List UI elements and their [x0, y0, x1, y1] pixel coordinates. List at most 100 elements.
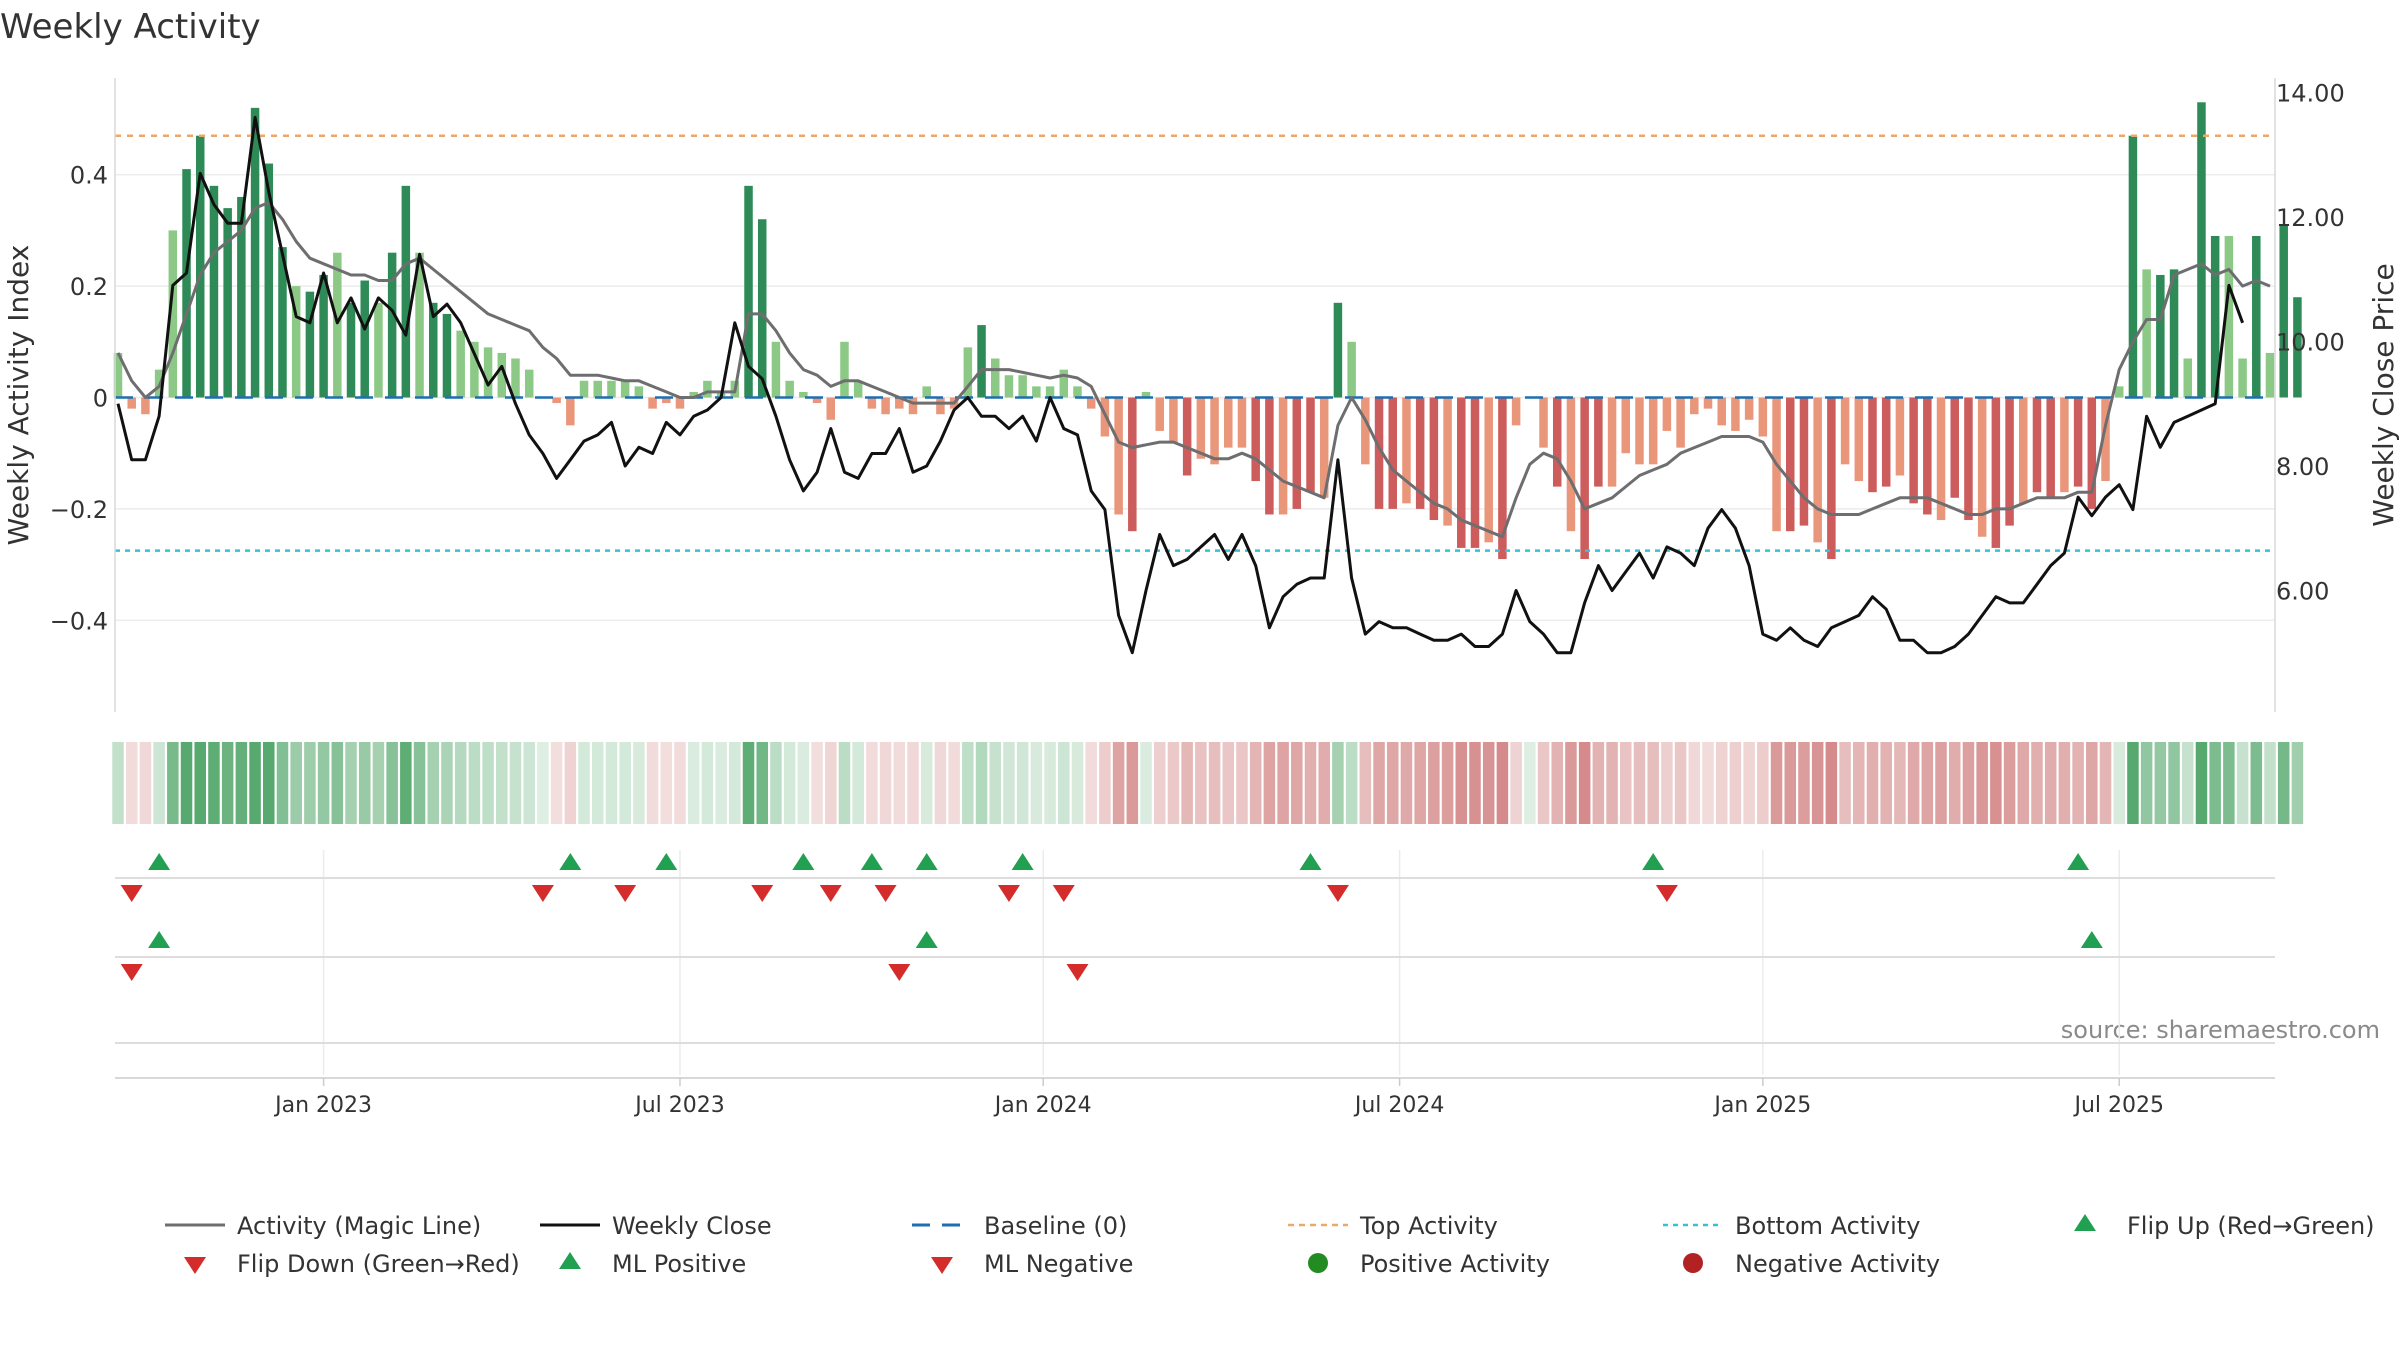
heat-strip-cell: [1921, 742, 1934, 824]
activity-bar: [936, 397, 945, 415]
heat-strip-cell: [2168, 742, 2180, 824]
activity-bar: [1786, 397, 1795, 532]
activity-bar: [881, 397, 890, 415]
legend-label: Negative Activity: [1735, 1250, 1940, 1278]
heat-strip-cell: [591, 742, 604, 824]
heat-strip-cell: [1071, 742, 1084, 824]
activity-bar: [566, 397, 575, 426]
heat-strip-cell: [2113, 742, 2125, 824]
activity-bar: [2156, 274, 2165, 398]
activity-bar: [1648, 397, 1658, 465]
activity-bar: [1607, 397, 1617, 487]
activity-bar: [1292, 397, 1302, 509]
legend-label: Flip Down (Green→Red): [237, 1250, 520, 1278]
heat-strip-cell: [2058, 742, 2071, 824]
activity-bar: [127, 397, 136, 409]
activity-bar: [1936, 397, 1946, 521]
heat-strip-cell: [756, 742, 768, 824]
activity-bar: [1388, 397, 1398, 509]
heat-strip-cell: [1414, 742, 1426, 824]
legend-swatch-flip-up: [2074, 1214, 2096, 1231]
activity-bar: [182, 169, 191, 398]
heat-strip-cell: [1935, 742, 1947, 824]
activity-bar: [990, 358, 1000, 398]
flip-down-marker: [1052, 885, 1075, 902]
heat-strip-cell: [2031, 742, 2043, 824]
heat-strip-cell: [2127, 742, 2139, 824]
heat-strip-cell: [1099, 742, 1111, 824]
activity-bar: [333, 252, 342, 398]
heat-strip-cell: [1181, 742, 1193, 824]
activity-bar: [113, 352, 123, 398]
activity-bar: [620, 380, 630, 398]
heat-strip-cell: [180, 742, 193, 824]
activity-bar: [1758, 397, 1768, 437]
y2-tick-label: 12.00: [2276, 204, 2345, 232]
activity-bar: [1374, 397, 1384, 509]
heat-strip-cell: [742, 742, 755, 824]
heat-strip-cell: [1633, 742, 1646, 824]
activity-bar: [237, 196, 246, 398]
heat-strip-cell: [1345, 742, 1358, 824]
ml-negative-marker: [888, 964, 911, 981]
activity-bar: [908, 397, 918, 415]
activity-bar: [1347, 341, 1356, 398]
heat-strip-cell: [1743, 742, 1755, 824]
heat-strip-cell: [1195, 742, 1207, 824]
heat-strip-cell: [1455, 742, 1468, 824]
activity-bar: [2224, 235, 2234, 398]
y-tick-label: −0.4: [50, 607, 108, 635]
activity-bar: [1799, 397, 1809, 526]
heat-strip-cell: [893, 742, 906, 824]
activity-bar: [963, 347, 973, 398]
heat-strip-cell: [1208, 742, 1221, 824]
activity-bar: [2279, 224, 2288, 398]
heat-strip-cell: [400, 742, 412, 824]
legend-label: Top Activity: [1359, 1212, 1498, 1240]
heat-strip-cell: [1578, 742, 1591, 824]
activity-bar: [1621, 397, 1631, 454]
activity-bar: [1744, 397, 1754, 420]
heat-strip-cell: [276, 742, 289, 824]
heat-strip-cell: [331, 742, 344, 824]
flip-down-marker: [614, 885, 637, 902]
activity-bar: [2183, 358, 2193, 398]
heat-strip-cell: [1606, 742, 1618, 824]
flip-up-marker: [1011, 853, 1034, 870]
heat-strip-cell: [1537, 742, 1550, 824]
heat-strip-cell: [1894, 742, 1906, 824]
activity-bar: [346, 302, 356, 398]
activity-bar: [497, 352, 507, 398]
heat-strip-cell: [496, 742, 508, 824]
heat-strip-cell: [2264, 742, 2276, 824]
heat-strip-cell: [317, 742, 330, 824]
activity-bar: [1484, 397, 1493, 543]
heat-strip-cell: [1304, 742, 1317, 824]
activity-bar: [579, 380, 589, 398]
activity-bar: [401, 185, 411, 398]
heat-strip-cell: [2182, 742, 2194, 824]
chart-title: Weekly Activity: [0, 7, 261, 47]
heat-strip-cell: [427, 742, 440, 824]
activity-bar: [374, 302, 383, 398]
heat-strip-cell: [1565, 742, 1577, 824]
x-tick-label: Jan 2023: [273, 1093, 372, 1118]
activity-bar: [1045, 386, 1055, 398]
signal-markers: [115, 853, 2275, 1044]
ml-positive-marker: [2080, 931, 2103, 948]
activity-bar: [1402, 397, 1411, 504]
flip-up-marker: [559, 853, 582, 870]
activity-bar: [1580, 397, 1589, 560]
activity-bar: [1552, 397, 1562, 487]
heat-strip-cell: [1085, 742, 1097, 824]
activity-bar: [1086, 397, 1096, 409]
activity-bar: [1155, 397, 1164, 431]
heat-strip-cell: [482, 742, 494, 824]
heat-strip-cell: [1496, 742, 1509, 824]
x-tick-label: Jan 2025: [1712, 1093, 1811, 1118]
x-tick-label: Jul 2024: [1353, 1093, 1445, 1118]
heat-strip-cell: [1222, 742, 1235, 824]
flip-up-marker: [148, 853, 171, 870]
heat-strip-cell: [989, 742, 1002, 824]
axes: 0.4 0.2 0 −0.2 −0.4 14.00 12.00 10.00 8.00 6.00 Ja…: [50, 78, 2345, 1118]
